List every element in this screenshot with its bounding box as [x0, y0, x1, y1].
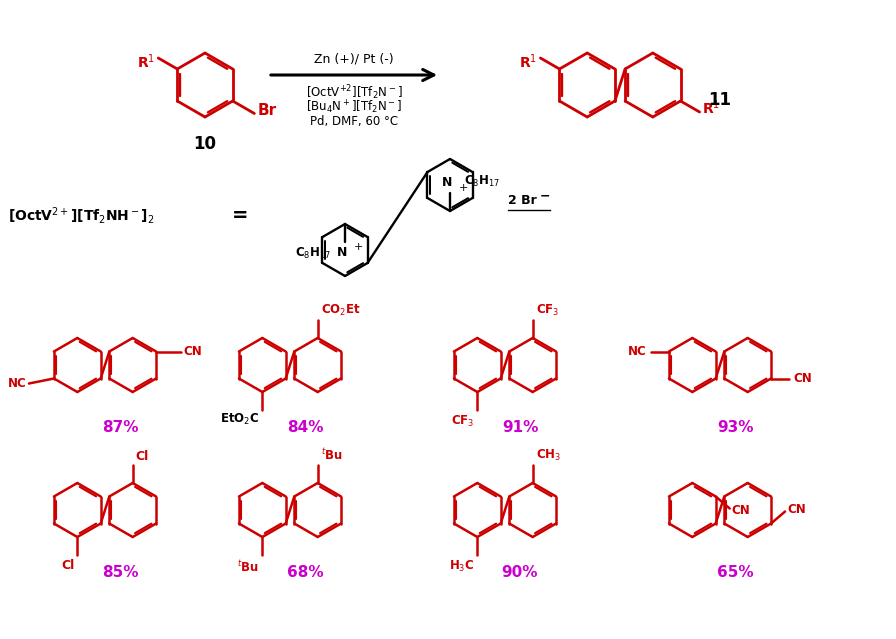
- Text: 85%: 85%: [102, 565, 138, 580]
- Text: [OctV$^{+2}$][Tf$_2$N$^-$]: [OctV$^{+2}$][Tf$_2$N$^-$]: [306, 83, 402, 102]
- Text: N: N: [442, 176, 452, 189]
- Text: R$^1$: R$^1$: [520, 52, 538, 72]
- Text: +: +: [354, 242, 364, 252]
- Text: 65%: 65%: [717, 565, 754, 580]
- Text: CN: CN: [793, 372, 812, 385]
- Text: +: +: [459, 183, 469, 193]
- Text: R$^1$: R$^1$: [137, 52, 155, 72]
- Text: N: N: [337, 246, 347, 259]
- Text: $^t$Bu: $^t$Bu: [321, 447, 342, 463]
- Text: 90%: 90%: [502, 565, 538, 580]
- Text: NC: NC: [8, 377, 27, 390]
- Text: 11: 11: [709, 91, 731, 109]
- Text: CH$_3$: CH$_3$: [536, 448, 561, 463]
- Text: [OctV$^{2+}$][Tf$_2$NH$^-$]$_2$: [OctV$^{2+}$][Tf$_2$NH$^-$]$_2$: [8, 204, 154, 226]
- Text: C$_8$H$_{17}$: C$_8$H$_{17}$: [464, 174, 500, 189]
- Text: 84%: 84%: [287, 420, 323, 435]
- Text: H$_3$C: H$_3$C: [449, 559, 474, 574]
- Text: 2 Br: 2 Br: [508, 194, 537, 206]
- Text: Cl: Cl: [61, 559, 74, 572]
- Text: CN: CN: [183, 345, 202, 358]
- Text: CO$_2$Et: CO$_2$Et: [321, 303, 360, 318]
- Text: 87%: 87%: [102, 420, 138, 435]
- Text: 68%: 68%: [287, 565, 323, 580]
- Text: [Bu$_4$N$^+$][Tf$_2$N$^-$]: [Bu$_4$N$^+$][Tf$_2$N$^-$]: [306, 99, 402, 116]
- Text: CN: CN: [787, 503, 806, 516]
- Text: CN: CN: [732, 504, 751, 517]
- Text: Cl: Cl: [135, 450, 149, 463]
- Text: C$_8$H$_{17}$: C$_8$H$_{17}$: [295, 246, 331, 261]
- Text: 10: 10: [194, 135, 217, 153]
- Text: Br: Br: [257, 103, 277, 118]
- Text: Zn (+)/ Pt (-): Zn (+)/ Pt (-): [314, 52, 394, 65]
- Text: 91%: 91%: [502, 420, 538, 435]
- Text: $^t$Bu: $^t$Bu: [237, 559, 259, 574]
- Text: R$^1$: R$^1$: [702, 98, 719, 118]
- Text: CF$_3$: CF$_3$: [451, 414, 474, 429]
- Text: 93%: 93%: [717, 420, 754, 435]
- Text: NC: NC: [628, 345, 647, 358]
- Text: =: =: [232, 206, 248, 224]
- Text: CF$_3$: CF$_3$: [536, 303, 559, 318]
- Text: −: −: [540, 190, 550, 203]
- Text: EtO$_2$C: EtO$_2$C: [220, 412, 259, 427]
- Text: Pd, DMF, 60 °C: Pd, DMF, 60 °C: [310, 115, 398, 128]
